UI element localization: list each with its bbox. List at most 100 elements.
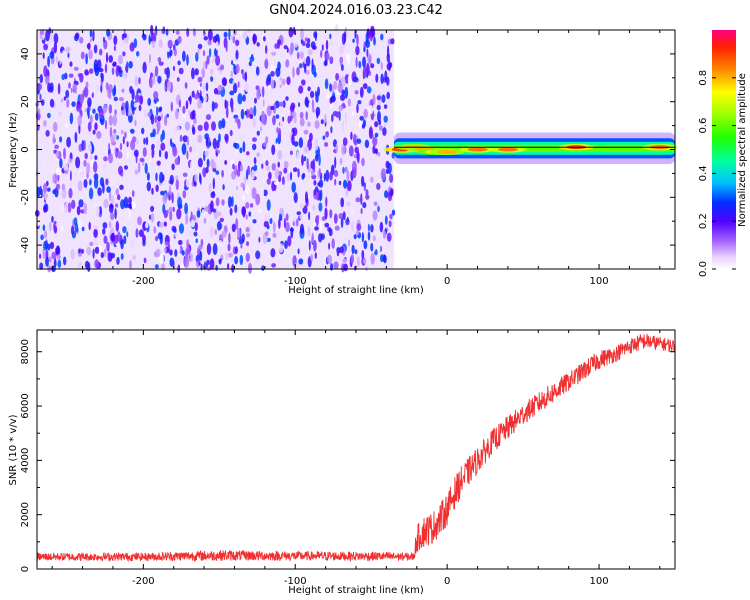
noise-blob <box>266 166 271 172</box>
noise-blob <box>168 184 172 196</box>
noise-blob <box>232 79 235 85</box>
noise-blob <box>120 253 124 260</box>
noise-blob <box>76 103 80 112</box>
noise-blob <box>370 176 374 183</box>
noise-blob <box>114 208 117 220</box>
noise-blob <box>281 176 285 186</box>
noise-blob <box>215 41 219 51</box>
noise-blob <box>299 51 304 60</box>
noise-blob <box>160 142 166 151</box>
noise-blob <box>56 254 61 260</box>
noise-blob <box>121 106 124 111</box>
noise-blob <box>106 186 111 193</box>
noise-blob <box>63 96 67 101</box>
noise-blob <box>175 125 181 131</box>
noise-blob <box>222 78 227 87</box>
noise-blob <box>334 225 340 231</box>
noise-blob <box>47 243 51 251</box>
noise-blob <box>296 66 300 76</box>
noise-blob <box>61 188 67 199</box>
noise-blob <box>360 193 363 206</box>
noise-blob <box>163 221 167 227</box>
noise-blob <box>385 168 389 174</box>
noise-blob <box>47 55 50 68</box>
noise-blob <box>237 93 243 105</box>
noise-blob <box>343 263 348 272</box>
noise-blob <box>304 85 307 98</box>
noise-blob <box>134 75 139 87</box>
noise-blob <box>346 170 350 182</box>
noise-blob <box>237 119 241 129</box>
noise-blob <box>279 120 284 130</box>
noise-blob <box>94 155 98 161</box>
noise-blob <box>321 44 324 51</box>
noise-blob <box>198 261 201 266</box>
noise-blob <box>122 136 125 145</box>
noise-blob <box>109 203 114 214</box>
noise-blob <box>377 110 381 123</box>
noise-blob <box>158 149 162 158</box>
noise-blob <box>99 177 105 187</box>
noise-blob <box>56 56 58 64</box>
noise-blob <box>291 133 295 146</box>
noise-blob <box>83 179 88 188</box>
noise-blob <box>328 242 331 250</box>
noise-blob <box>214 228 217 236</box>
noise-blob <box>92 248 95 259</box>
noise-blob <box>186 150 189 160</box>
noise-blob <box>62 256 67 266</box>
noise-blob <box>227 252 233 258</box>
x-tick-label: -100 <box>284 576 307 587</box>
noise-blob <box>221 199 225 206</box>
noise-blob <box>116 256 120 265</box>
noise-blob <box>347 98 352 107</box>
noise-blob <box>152 73 156 85</box>
noise-blob <box>232 36 236 44</box>
noise-blob <box>389 173 394 183</box>
noise-blob <box>313 240 317 252</box>
noise-blob <box>205 114 212 121</box>
spectrogram-noise-region <box>34 24 396 275</box>
noise-blob <box>362 66 368 78</box>
noise-blob <box>122 51 126 57</box>
noise-blob <box>73 217 78 226</box>
noise-blob <box>247 165 251 176</box>
noise-blob <box>348 239 351 247</box>
noise-blob <box>305 42 311 49</box>
noise-blob <box>330 263 334 271</box>
noise-blob <box>97 187 102 197</box>
noise-blob <box>221 118 226 129</box>
noise-blob <box>291 181 297 193</box>
noise-blob <box>103 235 108 244</box>
noise-blob <box>45 30 50 42</box>
noise-blob <box>208 182 212 193</box>
noise-blob <box>186 239 190 250</box>
noise-blob <box>339 246 344 254</box>
noise-blob <box>324 222 330 228</box>
noise-blob <box>352 111 355 116</box>
noise-blob <box>36 186 41 198</box>
noise-blob <box>379 221 384 233</box>
noise-blob <box>378 243 381 254</box>
noise-blob <box>158 61 164 66</box>
noise-blob <box>174 249 178 257</box>
noise-blob <box>197 157 203 168</box>
noise-blob <box>167 80 172 91</box>
noise-blob <box>362 119 366 128</box>
noise-blob <box>377 152 381 157</box>
noise-blob <box>372 136 378 147</box>
noise-blob <box>283 160 289 169</box>
noise-blob <box>370 252 376 265</box>
noise-blob <box>374 121 379 128</box>
noise-blob <box>175 175 179 181</box>
noise-blob <box>117 151 123 159</box>
noise-blob <box>55 151 60 158</box>
noise-blob <box>249 114 254 119</box>
noise-blob <box>41 157 45 169</box>
noise-blob <box>345 187 348 197</box>
noise-blob <box>229 207 233 216</box>
noise-blob <box>168 206 173 212</box>
